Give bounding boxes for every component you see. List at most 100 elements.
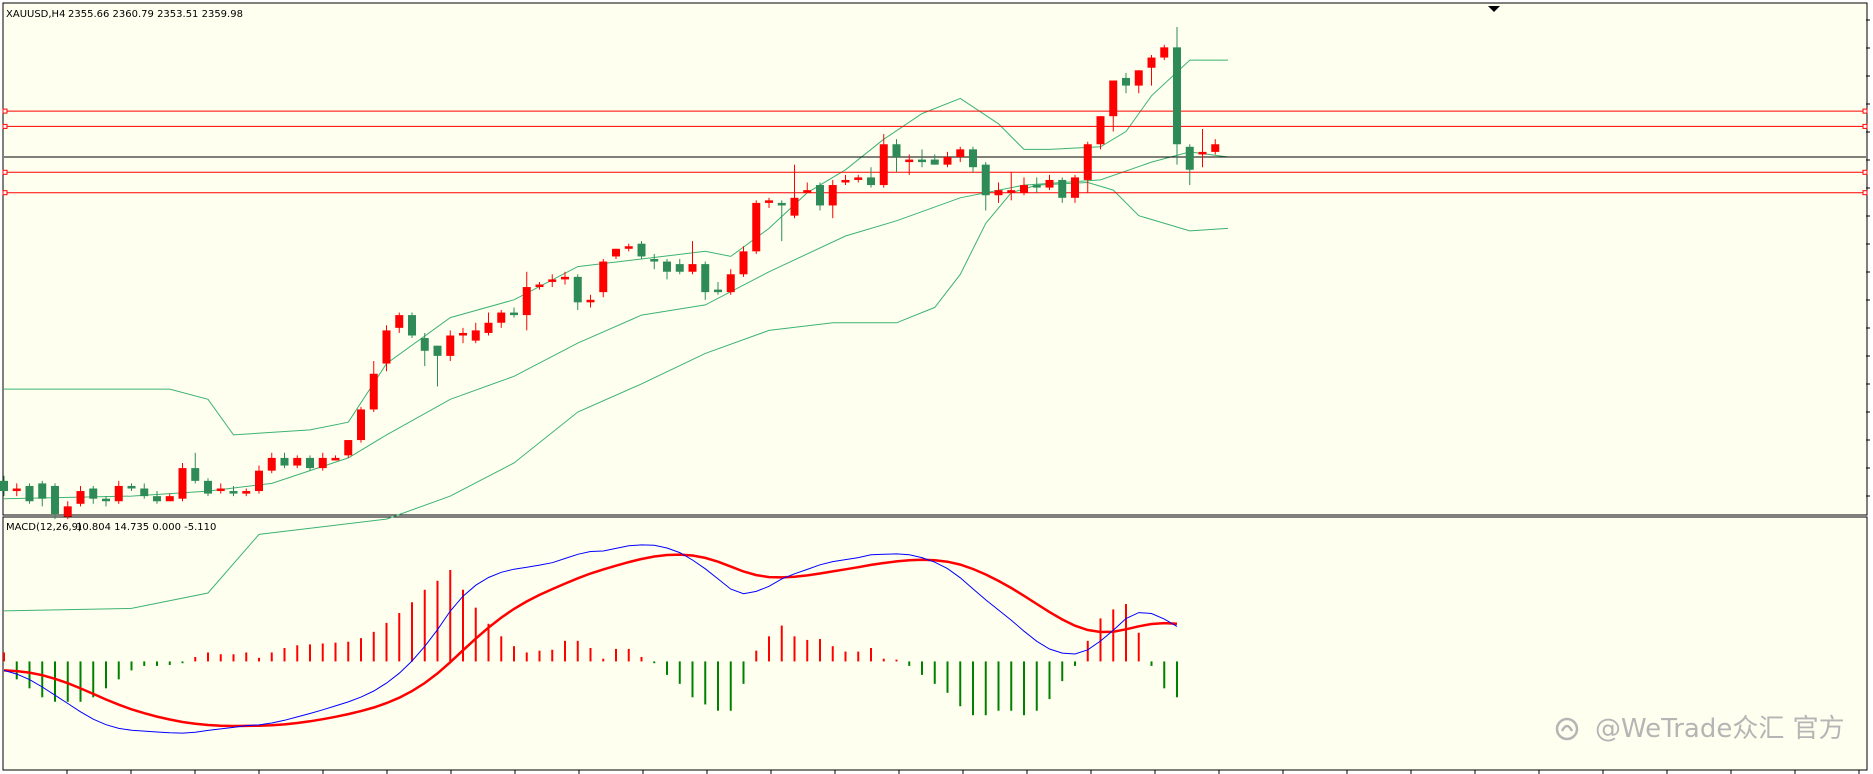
candle-body [1007,190,1016,193]
candle-body [242,491,251,494]
candle [688,241,697,275]
candle-body [1122,77,1130,86]
candle-body [38,483,47,499]
candle-body [1083,144,1092,180]
candle-body [471,330,480,341]
candle-body [612,248,620,257]
candle [1045,174,1054,191]
candle-body [420,338,429,351]
candle [51,483,59,520]
candle-body [714,289,722,293]
symbol-label: XAUUSD,H4 [6,9,65,20]
candle-body [1134,70,1143,86]
candle-body [1058,179,1067,198]
candle [293,455,302,469]
candle-body [89,488,98,499]
candle [127,483,136,492]
candle-body [994,190,1003,196]
candle-body [459,332,467,336]
candle-body [1109,80,1118,117]
level-right-handle [1862,108,1868,114]
macd-label: MACD(12,26,9) [6,522,82,533]
candle [854,174,863,183]
candle-body [854,177,863,180]
candle-body [573,276,582,303]
candle [1211,139,1220,155]
candle-body [930,159,939,165]
candle-body [293,457,302,466]
candle [1173,26,1181,165]
candles [0,26,1220,520]
candle [242,488,251,497]
candle-body [1147,57,1156,68]
candle [497,310,506,328]
candle [1122,72,1130,94]
chart-shift-marker[interactable] [1488,6,1500,12]
candle [624,243,633,252]
candle [63,501,72,520]
candle-body [318,457,327,469]
candle-body [408,315,416,336]
candle-body [510,312,518,316]
candle [1032,177,1041,193]
level-right-handle [1862,169,1868,175]
candle-body [63,506,72,517]
candle-body [918,159,926,163]
candle-body [726,274,735,293]
candle [153,491,161,504]
candle [879,134,888,188]
candle [841,174,850,186]
level-left-handle [2,169,8,175]
candle [25,483,34,504]
candle-body [777,202,786,206]
candle-body [1185,146,1194,170]
candle [76,485,85,507]
watermark-handle: @WeTrade众汇 官方 [1595,714,1845,744]
candle [216,483,225,494]
candle-body [216,488,225,492]
candle-body [663,261,671,272]
candle [318,452,327,471]
candle-body [1071,177,1079,198]
candle-body [153,496,161,502]
candle [981,162,990,211]
macd-values: 10.804 14.735 0.000 -5.110 [76,522,216,533]
candle-body [1020,185,1028,193]
candle [675,259,684,275]
watermark-logo-icon [1555,717,1579,741]
candle [650,253,659,270]
candle [89,485,98,504]
bollinger-lower-line [3,181,1229,612]
candle [420,332,429,367]
candle-body [497,312,506,323]
level-left-handle [2,190,8,196]
candle-body [76,491,85,504]
candle-body [675,264,684,272]
candle [867,167,875,188]
candle-body [790,197,799,216]
candle-body [0,480,8,492]
candle [12,483,21,497]
candle-body [165,496,174,502]
candle [586,294,595,308]
candle-body [1160,47,1169,58]
candle [930,154,939,165]
candle-body [561,276,569,280]
candle [701,261,710,300]
candle [204,478,212,497]
candle-body [382,330,391,364]
price-panel-background [2,2,1868,516]
candle [637,241,646,259]
candle [994,182,1003,203]
level-left-handle [2,123,8,129]
bollinger-upper-line [4,59,1228,436]
candle-body [892,144,901,157]
candle-body [650,259,659,262]
candle [535,281,544,290]
candle-body [12,488,21,492]
candle [816,182,824,211]
candle-body [535,284,544,288]
candle-body [816,185,824,206]
candle [548,274,557,288]
